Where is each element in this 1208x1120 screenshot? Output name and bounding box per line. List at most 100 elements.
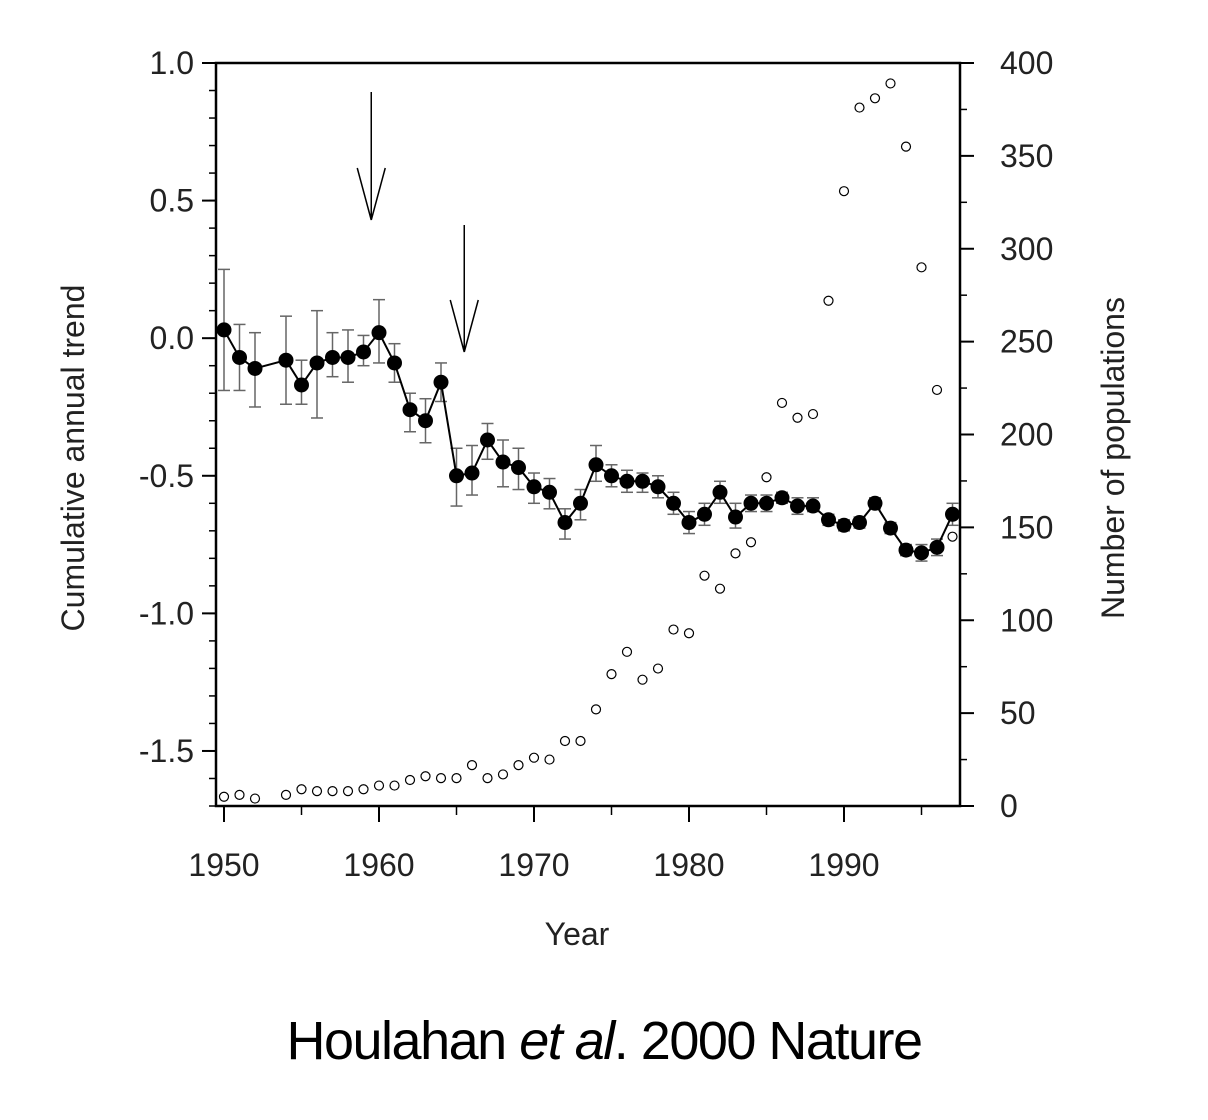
population-point xyxy=(389,780,400,791)
trend-point xyxy=(371,325,387,341)
population-point xyxy=(885,78,896,89)
trend-point xyxy=(836,517,852,533)
trend-point xyxy=(697,506,712,522)
trend-point xyxy=(325,349,340,365)
population-point xyxy=(218,791,230,802)
population-point xyxy=(854,102,865,113)
population-point xyxy=(358,784,369,795)
population-point xyxy=(900,141,912,152)
population-point xyxy=(776,397,788,409)
population-point xyxy=(714,583,726,594)
y-right-tick-label: 0 xyxy=(1000,788,1018,824)
axis-labels: Year Cumulative annual trend Number of p… xyxy=(55,285,1131,952)
trend-point xyxy=(433,374,449,390)
population-point xyxy=(807,408,819,420)
population-point xyxy=(373,780,385,791)
population-point xyxy=(249,793,261,804)
series-number-of-populations xyxy=(218,78,958,804)
trend-point xyxy=(449,468,464,484)
down-arrow-icon xyxy=(356,92,386,221)
trend-point xyxy=(945,506,960,522)
x-tick-label: 1970 xyxy=(498,847,569,883)
arrow-head-right xyxy=(370,167,386,221)
population-point xyxy=(761,472,772,483)
y-left-tick-label: -1.5 xyxy=(139,733,194,769)
population-point xyxy=(792,412,803,423)
down-arrow-icon xyxy=(449,225,479,353)
trend-point xyxy=(774,490,790,506)
population-point xyxy=(823,295,834,306)
trend-point xyxy=(402,402,418,418)
y-right-tick-label: 250 xyxy=(1000,324,1053,360)
trend-point xyxy=(588,457,604,473)
population-point xyxy=(327,786,338,797)
trend-point xyxy=(294,377,309,393)
caption-rest: . 2000 Nature xyxy=(613,1011,923,1071)
y-left-tick-label: -1.0 xyxy=(139,595,194,631)
chart: 1.0 0.5 0.0 -0.5 -1.0 -1.5 0 50 100 150 200 250 300 3… xyxy=(55,45,1131,952)
trend-point xyxy=(356,344,371,360)
population-point xyxy=(497,769,509,780)
population-point xyxy=(466,760,478,771)
y-axis-right-label: Number of populations xyxy=(1095,297,1131,619)
trend-point xyxy=(929,539,945,555)
trend-point xyxy=(743,495,759,511)
trend-point xyxy=(821,512,836,528)
trend-point xyxy=(247,360,263,376)
population-point xyxy=(683,628,695,639)
y-axis-left-label: Cumulative annual trend xyxy=(55,285,91,632)
trend-point xyxy=(573,495,588,511)
trend-point xyxy=(681,515,697,531)
population-point xyxy=(637,674,648,685)
trend-point xyxy=(495,454,511,470)
population-point xyxy=(652,663,664,674)
population-point xyxy=(869,93,881,104)
trend-point xyxy=(666,495,681,511)
population-point xyxy=(947,531,958,542)
population-point xyxy=(575,735,586,747)
population-point xyxy=(838,186,850,197)
trend-point xyxy=(728,509,743,525)
trend-point xyxy=(387,355,402,371)
arrow-head-right xyxy=(463,299,479,353)
y-right-tick-label: 50 xyxy=(1000,695,1036,731)
citation-caption: Houlahan et al. 2000 Nature xyxy=(0,1010,1208,1072)
caption-etal: et al xyxy=(519,1011,615,1071)
trend-point xyxy=(557,515,573,531)
y-left-tick-label: -0.5 xyxy=(139,458,194,494)
population-point xyxy=(544,754,555,765)
population-point xyxy=(668,624,679,635)
x-tick-label: 1990 xyxy=(808,847,879,883)
population-point xyxy=(730,548,741,559)
y-left-tick-label: 1.0 xyxy=(150,45,194,81)
population-point xyxy=(280,789,292,800)
trend-point xyxy=(340,349,356,365)
arrow-head-left xyxy=(449,299,465,353)
trend-point xyxy=(790,498,805,514)
population-point xyxy=(745,537,757,548)
trend-point xyxy=(418,413,433,429)
trend-point xyxy=(650,479,666,495)
y-right-tick-label: 350 xyxy=(1000,138,1053,174)
population-point xyxy=(404,774,416,786)
trend-point xyxy=(712,484,728,500)
caption-authors: Houlahan xyxy=(286,1011,508,1071)
population-point xyxy=(606,669,617,680)
trend-point xyxy=(619,473,635,489)
trend-point xyxy=(604,468,619,484)
population-point xyxy=(931,384,943,396)
trend-point xyxy=(511,460,526,476)
population-point xyxy=(590,704,602,715)
trend-point xyxy=(278,352,294,368)
y-right-tick-label: 100 xyxy=(1000,602,1053,638)
population-point xyxy=(420,771,431,782)
y-right-tick-label: 400 xyxy=(1000,45,1053,81)
trend-point xyxy=(232,349,247,365)
x-axis-label: Year xyxy=(545,916,610,952)
series-cumulative-annual-trend xyxy=(216,268,960,562)
population-point xyxy=(435,773,447,784)
trend-point xyxy=(464,465,480,481)
population-point xyxy=(296,784,307,795)
trend-point xyxy=(883,520,898,536)
y-left-tick-label: 0.0 xyxy=(150,320,194,356)
